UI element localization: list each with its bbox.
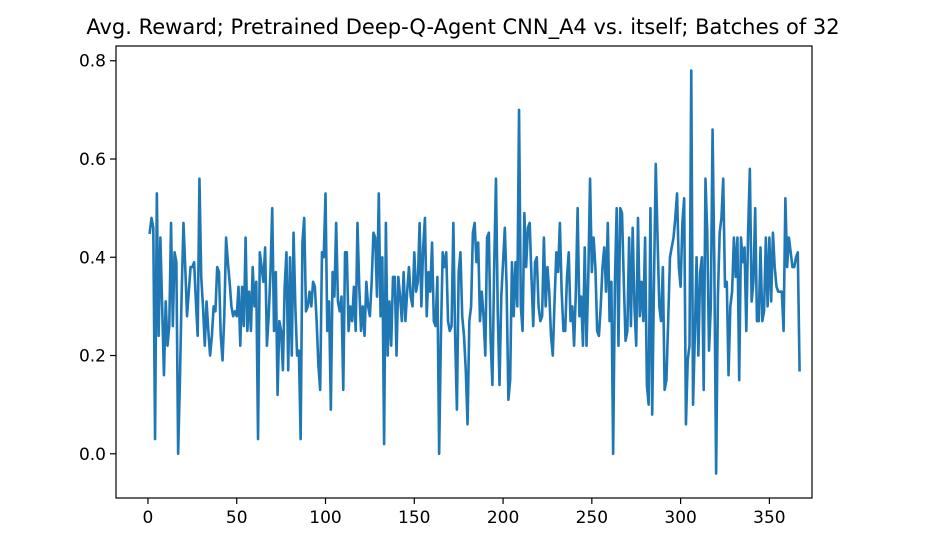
x-tick-label: 150 bbox=[398, 508, 430, 528]
chart-title: Avg. Reward; Pretrained Deep-Q-Agent CNN… bbox=[86, 15, 839, 40]
y-tick-label: 0.4 bbox=[79, 248, 106, 268]
x-tick-label: 0 bbox=[143, 508, 154, 528]
x-tick-label: 50 bbox=[226, 508, 248, 528]
y-tick-label: 0.2 bbox=[79, 347, 106, 367]
y-axis: 0.0 0.2 0.4 0.6 0.8 bbox=[79, 52, 116, 465]
y-tick-label: 0.6 bbox=[79, 150, 106, 170]
series-line bbox=[148, 69, 801, 475]
x-tick-label: 300 bbox=[664, 508, 696, 528]
axes-frame bbox=[115, 45, 813, 499]
x-axis: 0 50 100 150 200 250 300 350 bbox=[143, 498, 786, 528]
y-tick-label: 0.8 bbox=[79, 52, 106, 72]
y-tick-label: 0.0 bbox=[79, 445, 106, 465]
x-tick-label: 200 bbox=[487, 508, 519, 528]
x-tick-label: 100 bbox=[309, 508, 341, 528]
x-tick-label: 250 bbox=[576, 508, 608, 528]
x-tick-label: 350 bbox=[753, 508, 785, 528]
plot-area bbox=[148, 69, 801, 475]
